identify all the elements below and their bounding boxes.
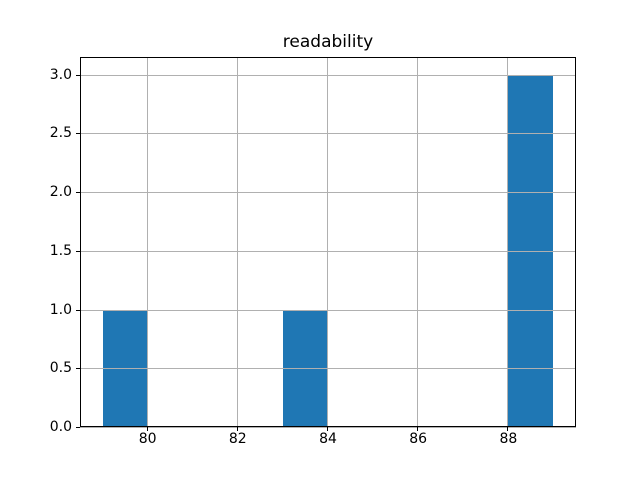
grid-line-vertical [507,57,508,427]
grid-line-horizontal [80,133,576,134]
y-tick-mark [76,75,80,76]
grid-line-vertical [147,57,148,427]
y-tick-label: 1.0 [49,302,72,318]
x-tick-label: 88 [499,431,518,447]
grid-line-vertical [417,57,418,427]
y-tick-label: 3.0 [49,67,72,83]
y-tick-mark [76,368,80,369]
y-tick-label: 0.5 [49,360,72,376]
y-tick-label: 0.0 [49,419,72,435]
grid-line-horizontal [80,310,576,311]
y-tick-mark [76,192,80,193]
grid-line-vertical [237,57,238,427]
x-tick-mark [237,427,238,431]
x-tick-label: 84 [319,431,337,447]
grid-line-horizontal [80,427,576,428]
x-tick-mark [417,427,418,431]
x-tick-mark [327,427,328,431]
x-tick-label: 80 [138,431,157,447]
grid-line-vertical [327,57,328,427]
y-tick-label: 2.5 [49,125,72,141]
y-tick-mark [76,251,80,252]
plot-area [80,57,576,427]
y-tick-mark [76,133,80,134]
x-tick-mark [147,427,148,431]
chart-title: readability [282,32,374,52]
y-tick-label: 2.0 [49,184,72,200]
grid-line-horizontal [80,192,576,193]
grid-line-horizontal [80,251,576,252]
x-tick-label: 82 [228,431,247,447]
grid-line-horizontal [80,368,576,369]
x-tick-mark [507,427,508,431]
y-tick-label: 1.5 [49,243,72,259]
y-tick-mark [76,310,80,311]
grid-line-horizontal [80,75,576,76]
y-tick-mark [76,427,80,428]
x-tick-label: 86 [409,431,428,447]
